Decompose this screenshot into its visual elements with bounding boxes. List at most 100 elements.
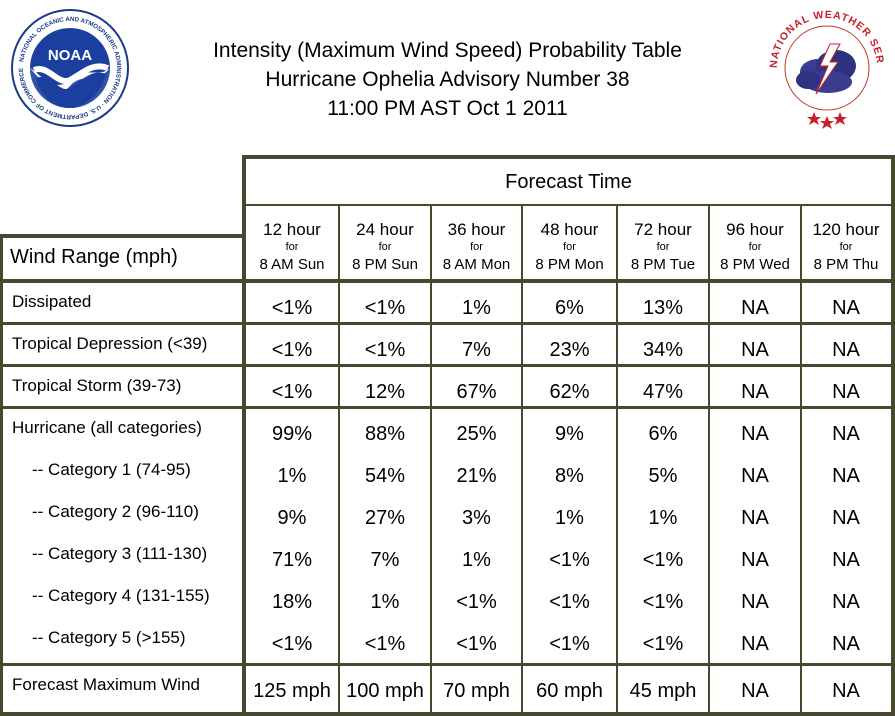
- table-cell: 21%: [456, 465, 497, 487]
- table-cell: NA: [832, 507, 860, 529]
- row-label: Forecast Maximum Wind: [12, 675, 200, 694]
- table-cell: 1%: [462, 549, 491, 571]
- table-cell: 7%: [462, 339, 491, 361]
- column-header-for: for: [470, 241, 483, 253]
- column-header-time: 8 PM Sun: [352, 256, 418, 273]
- table-border-left: [0, 234, 3, 716]
- table-cell: NA: [741, 549, 769, 571]
- column-header-for: for: [563, 241, 576, 253]
- table-cell: 60 mph: [536, 680, 603, 702]
- table-cell: <1%: [364, 297, 406, 319]
- column-header-time: 8 PM Mon: [535, 256, 604, 273]
- table-cell: <1%: [364, 633, 406, 655]
- noaa-logo-text: NOAA: [48, 47, 92, 64]
- title-line-2: Hurricane Ophelia Advisory Number 38: [265, 68, 630, 91]
- column-header-time: 8 PM Tue: [630, 256, 696, 273]
- wind-range-border-top: [0, 234, 246, 238]
- column-header-for: for: [839, 241, 853, 253]
- title-line-3: 11:00 PM AST Oct 1 2011: [327, 97, 568, 120]
- column-header-for: for: [656, 241, 670, 253]
- column-divider-2: [521, 204, 523, 714]
- column-header-time: 8 AM Sun: [259, 256, 325, 273]
- column-header-hours: 96 hour: [726, 220, 784, 239]
- table-cell: NA: [741, 423, 769, 445]
- row-label: -- Category 3 (111-130): [32, 544, 208, 563]
- row-label: -- Category 2 (96-110): [32, 502, 199, 521]
- table-cell: 27%: [364, 507, 406, 529]
- table-cell: NA: [832, 381, 860, 403]
- table-cell: NA: [832, 633, 860, 655]
- table-cell: 54%: [364, 465, 406, 487]
- table-cell: 9%: [277, 507, 307, 529]
- table-cell: <1%: [549, 633, 590, 655]
- column-divider-0: [338, 204, 340, 714]
- page-title: Intensity (Maximum Wind Speed) Probabili…: [160, 36, 735, 123]
- column-header-hours: 24 hour: [356, 220, 414, 239]
- column-header-hours: 36 hour: [447, 220, 506, 239]
- header-divider: [0, 279, 895, 283]
- column-header-time: 8 PM Thu: [813, 256, 879, 273]
- table-cell: <1%: [642, 549, 684, 571]
- table-cell: 18%: [271, 591, 313, 613]
- column-header-hours: 12 hour: [263, 220, 321, 239]
- column-header-for: for: [748, 241, 762, 253]
- table-cell: 1%: [277, 465, 307, 487]
- table-cell: 100 mph: [346, 680, 424, 702]
- table-cell: <1%: [456, 633, 497, 655]
- table-cell: 25%: [456, 423, 497, 445]
- table-cell: NA: [741, 297, 769, 319]
- table-cell: 6%: [648, 423, 678, 445]
- column-header-hours: 120 hour: [812, 220, 880, 239]
- table-cell: NA: [741, 591, 769, 613]
- row-label: -- Category 4 (131-155): [32, 586, 210, 605]
- table-cell: <1%: [456, 591, 497, 613]
- row-label: -- Category 1 (74-95): [32, 460, 191, 479]
- table-cell: <1%: [642, 633, 684, 655]
- table-cell: NA: [832, 297, 860, 319]
- row-divider-3: [0, 663, 895, 666]
- table-cell: 6%: [555, 297, 584, 319]
- column-divider-1: [430, 204, 432, 714]
- table-cell: 8%: [555, 465, 584, 487]
- noaa-logo: NATIONAL OCEANIC AND ATMOSPHERIC ADMINIS…: [11, 9, 129, 127]
- column-header-hours: 48 hour: [540, 220, 599, 239]
- table-cell: 3%: [462, 507, 491, 529]
- table-cell: 5%: [648, 465, 678, 487]
- table-cell: <1%: [271, 339, 313, 361]
- nws-logo: NATIONAL WEATHER SERVICE: [768, 8, 885, 129]
- table-cell: 125 mph: [253, 680, 331, 702]
- row-label: Dissipated: [12, 292, 92, 311]
- row-label: Tropical Depression (<39): [12, 334, 208, 353]
- table-cell: NA: [741, 507, 769, 529]
- table-cell: NA: [832, 465, 860, 487]
- table-cell: NA: [741, 339, 769, 361]
- column-header-for: for: [378, 241, 392, 253]
- table-cell: NA: [832, 423, 860, 445]
- row-label: -- Category 5 (>155): [32, 628, 186, 647]
- table-cell: <1%: [364, 339, 406, 361]
- table-cell: 34%: [642, 339, 684, 361]
- row-divider-0: [0, 322, 895, 325]
- table-cell: NA: [741, 633, 769, 655]
- forecast-time-divider: [242, 204, 895, 206]
- table-cell: 62%: [549, 381, 590, 403]
- table-cell: 71%: [271, 549, 313, 571]
- table-cell: 47%: [642, 381, 684, 403]
- table-cell: 12%: [364, 381, 406, 403]
- column-header-hours: 72 hour: [634, 220, 692, 239]
- table-cell: 9%: [555, 423, 584, 445]
- table-cell: <1%: [549, 549, 590, 571]
- table-cell: 1%: [462, 297, 491, 319]
- column-header-for: for: [285, 241, 299, 253]
- wind-range-header: Wind Range (mph): [10, 246, 178, 268]
- row-label: Tropical Storm (39-73): [12, 376, 182, 395]
- table-cell: 67%: [456, 381, 497, 403]
- row-divider-1: [0, 364, 895, 367]
- table-cell: 88%: [364, 423, 406, 445]
- table-cell: 1%: [648, 507, 678, 529]
- row-label: Hurricane (all categories): [12, 418, 202, 437]
- table-cell: <1%: [549, 591, 590, 613]
- table-cell: NA: [832, 339, 860, 361]
- table-cell: 13%: [642, 297, 684, 319]
- table-cell: 70 mph: [443, 680, 510, 702]
